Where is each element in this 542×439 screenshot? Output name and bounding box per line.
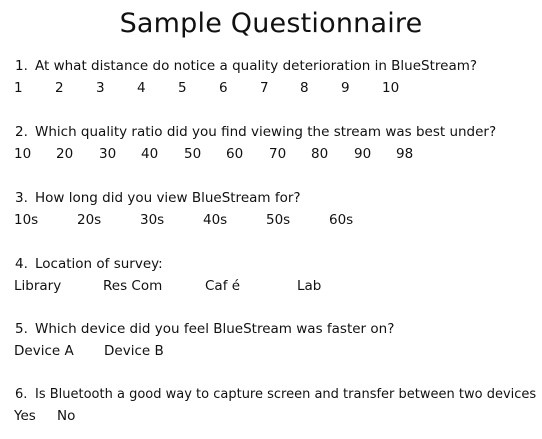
q1-option-2[interactable]: 2 <box>55 80 64 96</box>
question-4: 4. Location of survey: <box>15 256 163 272</box>
q3-option-50s[interactable]: 50s <box>266 212 291 228</box>
q1-option-7[interactable]: 7 <box>260 80 269 96</box>
q4-option-lab[interactable]: Lab <box>297 278 322 294</box>
q2-option-30[interactable]: 30 <box>99 146 117 162</box>
question-2-options: 10 20 30 40 50 60 70 80 90 98 <box>0 146 542 164</box>
question-4-text: Location of survey: <box>35 256 163 272</box>
q1-option-9[interactable]: 9 <box>341 80 350 96</box>
q3-option-60s[interactable]: 60s <box>329 212 354 228</box>
q4-option-library[interactable]: Library <box>14 278 62 294</box>
question-2-number: 2. <box>15 124 28 140</box>
q5-option-device-a[interactable]: Device A <box>14 343 74 359</box>
q4-option-cafe[interactable]: Caf é <box>205 278 241 294</box>
question-1-options: 1 2 3 4 5 6 7 8 9 10 <box>0 80 542 98</box>
question-3-text: How long did you view BlueStream for? <box>35 190 301 206</box>
q3-option-20s[interactable]: 20s <box>77 212 102 228</box>
q1-option-8[interactable]: 8 <box>300 80 309 96</box>
q2-option-98[interactable]: 98 <box>396 146 414 162</box>
question-4-options: Library Res Com Caf é Lab <box>0 278 542 296</box>
page-title: Sample Questionnaire <box>119 8 423 39</box>
q6-option-yes[interactable]: Yes <box>14 408 36 424</box>
q2-option-70[interactable]: 70 <box>269 146 287 162</box>
q2-option-20[interactable]: 20 <box>56 146 74 162</box>
question-3-number: 3. <box>15 190 28 206</box>
q1-option-3[interactable]: 3 <box>96 80 105 96</box>
question-6-number: 6. <box>15 387 28 402</box>
question-3-options: 10s 20s 30s 40s 50s 60s <box>0 212 542 230</box>
q2-option-90[interactable]: 90 <box>354 146 372 162</box>
q2-option-80[interactable]: 80 <box>311 146 329 162</box>
question-5-text: Which device did you feel BlueStream was… <box>35 321 395 337</box>
q3-option-40s[interactable]: 40s <box>203 212 228 228</box>
q3-option-30s[interactable]: 30s <box>140 212 165 228</box>
question-2: 2. Which quality ratio did you find viewi… <box>15 124 496 140</box>
question-3: 3. How long did you view BlueStream for? <box>15 190 301 206</box>
q2-option-60[interactable]: 60 <box>226 146 244 162</box>
q5-option-device-b[interactable]: Device B <box>104 343 164 359</box>
question-1-text: At what distance do notice a quality det… <box>35 58 478 74</box>
question-5-number: 5. <box>15 321 28 337</box>
q3-option-10s[interactable]: 10s <box>14 212 39 228</box>
q2-option-50[interactable]: 50 <box>184 146 202 162</box>
q1-option-5[interactable]: 5 <box>178 80 187 96</box>
question-1: 1. At what distance do notice a quality d… <box>15 58 477 74</box>
q2-option-40[interactable]: 40 <box>141 146 159 162</box>
question-1-number: 1. <box>15 58 28 74</box>
q2-option-10[interactable]: 10 <box>14 146 32 162</box>
q4-option-res-com[interactable]: Res Com <box>103 278 163 294</box>
q1-option-1[interactable]: 1 <box>14 80 23 96</box>
q1-option-10[interactable]: 10 <box>382 80 400 96</box>
question-6-text: Is Bluetooth a good way to capture scree… <box>35 387 537 402</box>
q1-option-6[interactable]: 6 <box>219 80 228 96</box>
question-5: 5. Which device did you feel BlueStream w… <box>15 321 394 337</box>
question-5-options: Device A Device B <box>0 343 542 361</box>
question-2-text: Which quality ratio did you find viewing… <box>35 124 497 140</box>
question-6-options: Yes No <box>0 408 542 426</box>
question-6: 6. Is Bluetooth a good way to capture scr… <box>15 387 536 402</box>
question-4-number: 4. <box>15 256 28 272</box>
q1-option-4[interactable]: 4 <box>137 80 146 96</box>
q6-option-no[interactable]: No <box>57 408 76 424</box>
